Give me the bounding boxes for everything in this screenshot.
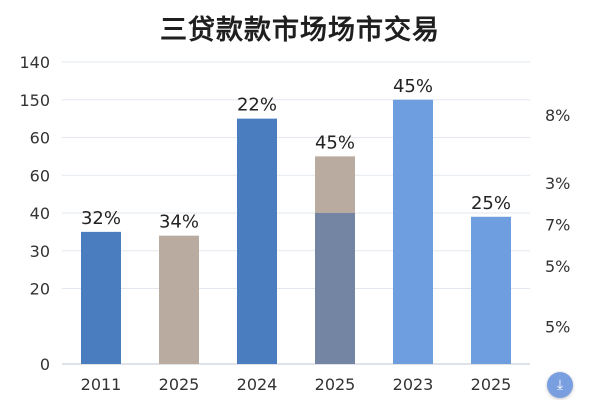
right-axis-tick-label: 5%	[545, 317, 570, 336]
y-tick-label: 30	[30, 242, 50, 261]
x-tick-label: 2025	[471, 375, 512, 394]
right-axis-tick-label: 8%	[545, 106, 570, 125]
x-tick-label: 2023	[393, 375, 434, 394]
y-tick-label: 150	[19, 91, 50, 110]
x-tick-label: 2011	[81, 375, 122, 394]
bar	[471, 216, 511, 364]
data-label: 34%	[159, 212, 199, 233]
right-axis-tick-label: 5%	[545, 257, 570, 276]
bar	[237, 118, 277, 364]
bar-stacked-segment	[315, 156, 355, 213]
bar	[393, 99, 433, 364]
y-tick-label: 0	[40, 355, 50, 374]
right-axis-tick-label: 3%	[545, 174, 570, 193]
scroll-down-button[interactable]: ⤓	[547, 372, 573, 398]
x-tick-label: 2025	[159, 375, 200, 394]
data-label: 45%	[393, 76, 433, 97]
y-tick-label: 140	[19, 53, 50, 72]
data-label: 22%	[237, 95, 277, 116]
y-tick-label: 20	[30, 280, 50, 299]
data-label: 25%	[471, 193, 511, 214]
data-label: 32%	[81, 208, 121, 229]
y-tick-label: 60	[30, 129, 50, 148]
y-tick-label: 40	[30, 204, 50, 223]
bar	[159, 235, 199, 364]
chart-title: 三贷款款市场场市交易	[160, 15, 440, 46]
x-tick-label: 2025	[315, 375, 356, 394]
x-tick-label: 2024	[237, 375, 278, 394]
bar	[315, 213, 355, 364]
y-tick-label: 60	[30, 166, 50, 185]
right-axis-tick-label: 7%	[545, 215, 570, 234]
bar	[81, 231, 121, 364]
data-label: 45%	[315, 132, 355, 153]
